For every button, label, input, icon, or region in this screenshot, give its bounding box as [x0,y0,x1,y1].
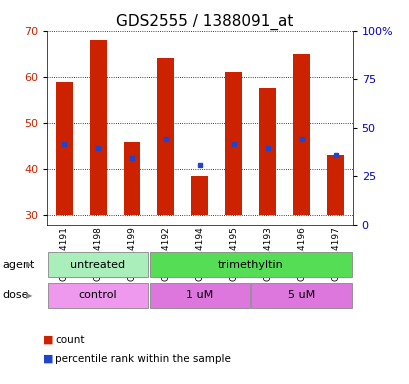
Text: dose: dose [2,290,29,300]
Text: 1 uM: 1 uM [186,290,213,300]
Bar [123,142,140,215]
Text: 5 uM: 5 uM [288,290,315,300]
Bar [48,252,148,277]
Text: ▶: ▶ [26,291,33,300]
Text: control: control [79,290,117,300]
Text: untreated: untreated [70,260,125,270]
Text: GDS2555 / 1388091_at: GDS2555 / 1388091_at [116,13,293,30]
Text: ■: ■ [43,335,54,345]
Bar [149,283,249,308]
Text: count: count [55,335,85,345]
Bar [251,283,351,308]
Bar [225,72,242,215]
Bar [89,40,106,215]
Bar [292,54,310,215]
Bar [191,176,208,215]
Text: ■: ■ [43,354,54,364]
Bar [48,283,148,308]
Bar [56,81,72,215]
Text: agent: agent [2,260,34,270]
Text: trimethyltin: trimethyltin [217,260,283,270]
Bar [326,156,343,215]
Bar [258,88,276,215]
Text: ▶: ▶ [26,260,33,269]
Bar [157,58,174,215]
Bar [149,252,351,277]
Text: percentile rank within the sample: percentile rank within the sample [55,354,231,364]
